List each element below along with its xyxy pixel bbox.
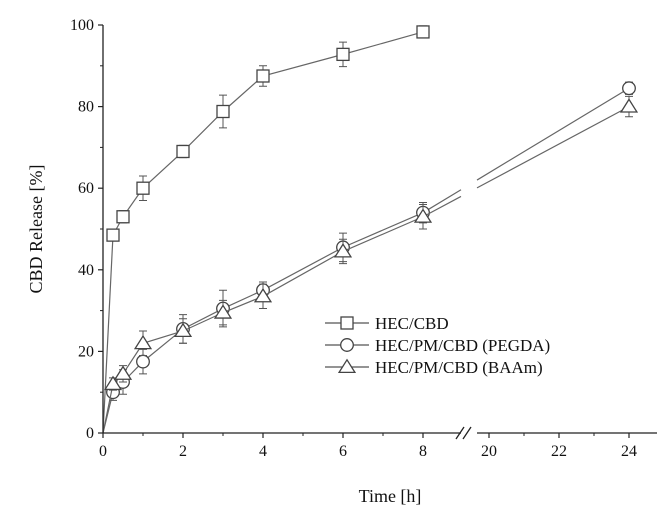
legend-marker	[340, 316, 354, 330]
data-point	[136, 354, 150, 369]
x-tick-label: 6	[339, 443, 347, 460]
y-tick-label: 60	[78, 180, 94, 197]
data-point	[213, 304, 233, 319]
x-tick-label: 24	[621, 443, 637, 460]
data-point	[173, 322, 193, 338]
x-tick-label: 8	[419, 443, 427, 460]
x-tick-label: 4	[259, 443, 267, 460]
series-0	[102, 25, 430, 434]
x-tick-label: 20	[481, 443, 497, 460]
x-tick-label: 0	[99, 443, 107, 460]
y-tick-label: 80	[78, 99, 94, 116]
y-tick-label: 20	[78, 343, 94, 360]
x-tick-label: 2	[179, 443, 187, 460]
data-point	[622, 81, 636, 96]
data-point	[413, 208, 433, 223]
legend-label: HEC/CBD	[375, 314, 449, 333]
axis-break-mark	[455, 426, 472, 440]
data-point	[106, 228, 120, 242]
y-tick-label: 100	[70, 17, 94, 34]
legend-label: HEC/PM/CBD (BAAm)	[375, 358, 543, 377]
legend-entry-1: HEC/PM/CBD (PEGDA)	[325, 336, 550, 355]
y-tick-label: 0	[86, 425, 94, 442]
plot-layer	[102, 25, 639, 434]
data-point	[113, 365, 133, 380]
data-point	[116, 210, 130, 224]
legend-marker	[337, 358, 357, 374]
y-axis-title: CBD Release [%]	[26, 165, 46, 294]
x-axis-title: Time [h]	[359, 486, 422, 506]
legend: HEC/CBD HEC/PM/CBD (PEGDA) HEC/PM/CBD (BAA…	[325, 314, 550, 377]
data-point	[216, 104, 230, 119]
legend-marker	[340, 338, 354, 352]
x-tick-label: 22	[551, 443, 567, 460]
legend-entry-2: HEC/PM/CBD (BAAm)	[325, 358, 543, 377]
data-point	[336, 47, 350, 62]
series-line-break-segment	[422, 87, 630, 214]
data-point	[176, 144, 190, 159]
series-line-break-segment	[422, 106, 630, 218]
data-point	[103, 375, 123, 391]
series-2	[103, 95, 639, 433]
data-point	[133, 334, 153, 350]
y-tick-label: 40	[78, 262, 94, 279]
data-point	[333, 243, 353, 258]
data-point	[256, 69, 270, 83]
legend-entry-0: HEC/CBD	[325, 314, 449, 333]
data-point	[253, 287, 273, 303]
data-point	[136, 181, 150, 195]
data-point	[619, 98, 639, 113]
data-point	[416, 25, 430, 39]
legend-label: HEC/PM/CBD (PEGDA)	[375, 336, 550, 355]
